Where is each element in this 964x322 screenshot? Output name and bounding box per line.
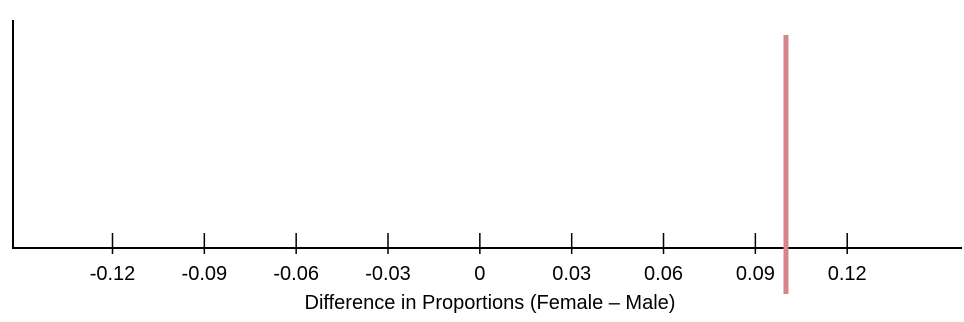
x-tick-label: -0.12 [90,263,136,285]
x-axis-ticks: -0.12 -0.09 -0.06 -0.03 0 0.03 0.06 0.09 0.12 [90,233,867,285]
x-tick-label: 0.03 [552,263,591,285]
x-tick-label: 0.09 [736,263,775,285]
x-tick-label: -0.06 [273,263,319,285]
x-tick-label: -0.03 [365,263,411,285]
x-tick-label: -0.09 [182,263,228,285]
x-tick-label: 0.12 [828,263,867,285]
x-tick-label: 0 [474,263,485,285]
x-tick-label: 0.06 [644,263,683,285]
x-axis-title: Difference in Proportions (Female – Male… [305,292,676,314]
